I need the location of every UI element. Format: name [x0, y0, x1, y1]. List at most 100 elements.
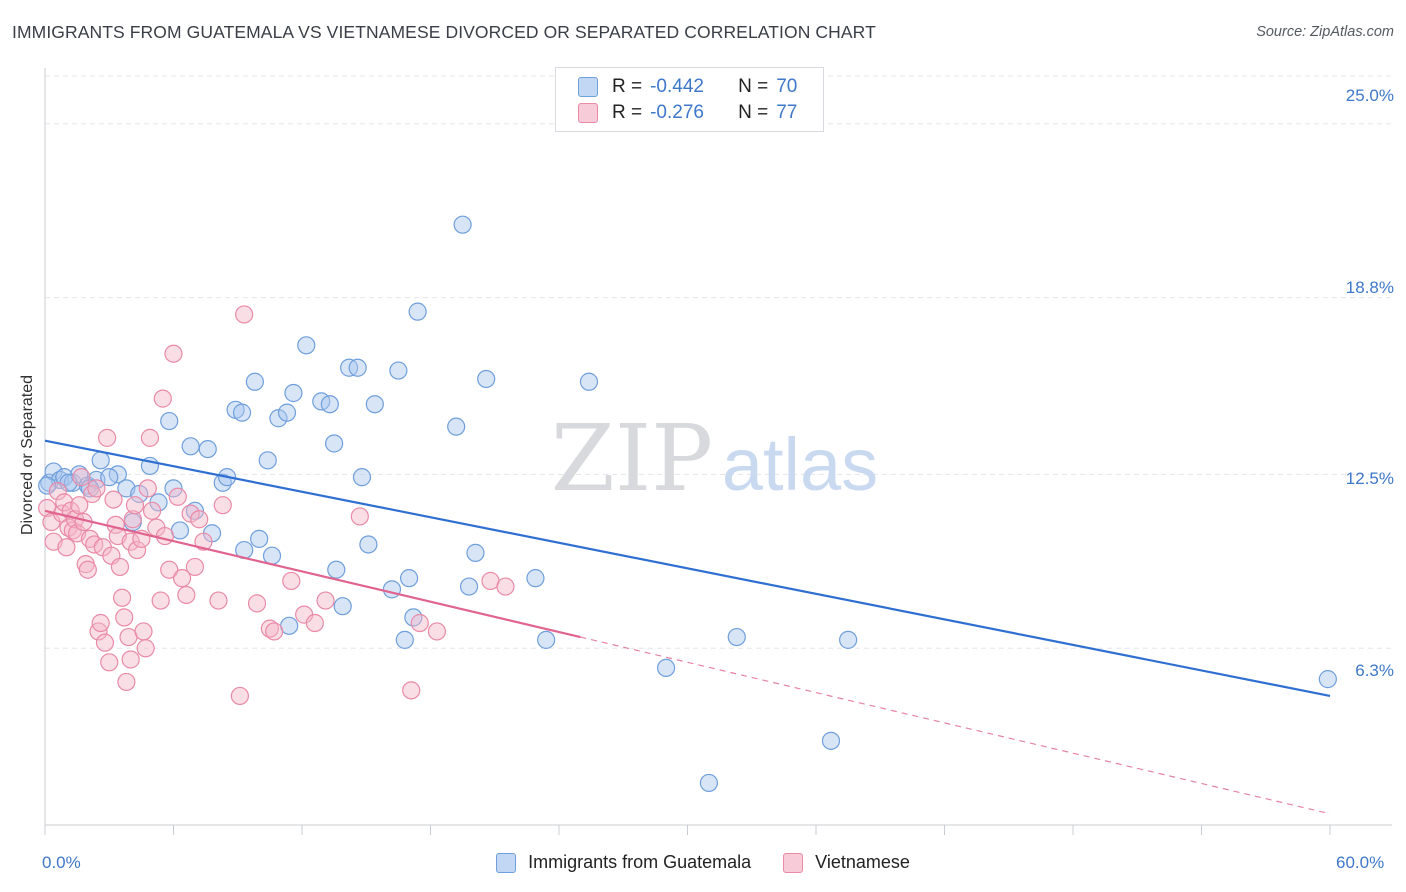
data-point-vietnamese: [87, 479, 106, 498]
data-point-vietnamese: [142, 501, 162, 520]
legend-label: Immigrants from Guatemala: [528, 852, 752, 872]
data-point-guatemala: [258, 451, 277, 470]
data-point-guatemala: [459, 577, 479, 596]
stats-legend-row-guatemala: R = -0.442 N = 70: [578, 76, 815, 98]
data-point-vietnamese: [78, 560, 97, 579]
data-point-vietnamese: [410, 613, 429, 633]
data-point-vietnamese: [104, 490, 123, 509]
data-point-vietnamese: [138, 479, 157, 498]
x-tick-label: 0.0%: [42, 853, 81, 872]
data-point-vietnamese: [123, 510, 142, 529]
data-point-vietnamese: [134, 622, 153, 641]
legend-item-vietnamese[interactable]: Vietnamese: [783, 852, 910, 873]
chart-title: IMMIGRANTS FROM GUATEMALA VS VIETNAMESE …: [12, 22, 876, 42]
data-point-guatemala: [325, 434, 344, 453]
data-point-vietnamese: [155, 526, 175, 546]
data-point-guatemala: [181, 437, 200, 456]
data-point-guatemala: [656, 658, 676, 678]
blue-swatch: [496, 852, 517, 873]
data-point-guatemala: [537, 630, 556, 649]
data-point-vietnamese: [282, 571, 301, 591]
data-point-vietnamese: [172, 569, 192, 588]
data-point-guatemala: [839, 630, 858, 649]
data-point-guatemala: [352, 468, 372, 487]
data-point-guatemala: [399, 569, 419, 588]
data-point-vietnamese: [48, 482, 67, 501]
data-point-guatemala: [164, 479, 183, 498]
data-point-vietnamese: [125, 496, 145, 515]
data-point-vietnamese: [95, 633, 115, 652]
n-label: N =: [738, 76, 769, 97]
data-point-vietnamese: [98, 428, 117, 447]
data-point-vietnamese: [350, 507, 369, 526]
data-point-guatemala: [389, 361, 408, 380]
data-point-guatemala: [579, 372, 599, 391]
stats-legend-row-vietnamese: R = -0.276 N = 77: [578, 102, 815, 124]
data-point-vietnamese: [235, 305, 254, 324]
data-point-guatemala: [250, 529, 269, 548]
data-point-vietnamese: [117, 672, 136, 692]
pink-swatch: [578, 103, 598, 123]
data-point-vietnamese: [213, 496, 232, 515]
data-point-guatemala: [447, 417, 466, 436]
data-point-guatemala: [1318, 670, 1337, 689]
data-point-guatemala: [453, 215, 472, 234]
data-point-guatemala: [395, 630, 414, 649]
data-point-vietnamese: [177, 585, 196, 605]
data-point-vietnamese: [194, 532, 213, 551]
y-tick-label: 25.0%: [1345, 86, 1394, 105]
data-point-guatemala: [477, 369, 496, 389]
watermark-zip: ZIP: [551, 405, 713, 512]
data-point-vietnamese: [57, 538, 76, 557]
data-point-guatemala: [277, 403, 297, 422]
data-point-guatemala: [821, 731, 841, 750]
data-point-vietnamese: [112, 588, 132, 607]
data-point-vietnamese: [70, 496, 89, 515]
data-point-vietnamese: [136, 639, 155, 658]
data-point-vietnamese: [140, 428, 160, 447]
stats-legend: R = -0.442 N = 70 R = -0.276 N = 77: [555, 67, 824, 132]
data-point-guatemala: [100, 468, 119, 487]
data-point-guatemala: [365, 395, 384, 414]
data-point-vietnamese: [190, 510, 209, 529]
legend-label: Vietnamese: [815, 852, 910, 872]
data-point-guatemala: [297, 336, 316, 355]
trend-line-extension-vietnamese: [580, 636, 1331, 815]
data-point-guatemala: [333, 597, 352, 616]
r-label: R =: [612, 76, 643, 97]
data-point-guatemala: [526, 569, 545, 588]
n-value: 77: [776, 102, 798, 123]
data-point-vietnamese: [305, 613, 324, 633]
x-tick-label: 60.0%: [1336, 853, 1385, 872]
data-point-vietnamese: [110, 557, 130, 577]
data-point-guatemala: [38, 476, 57, 495]
data-point-vietnamese: [230, 686, 249, 706]
data-point-guatemala: [699, 773, 719, 793]
data-point-vietnamese: [185, 557, 205, 577]
data-point-guatemala: [284, 383, 303, 403]
data-point-vietnamese: [316, 591, 335, 610]
source-label: Source: ZipAtlas.com: [1256, 24, 1394, 40]
y-tick-label: 12.5%: [1345, 469, 1394, 488]
n-label: N =: [738, 102, 769, 123]
y-tick-label: 6.3%: [1355, 661, 1394, 680]
data-point-vietnamese: [100, 653, 119, 672]
trend-line-guatemala: [44, 439, 1331, 698]
data-point-vietnamese: [496, 577, 515, 596]
data-point-vietnamese: [209, 591, 228, 610]
data-point-guatemala: [727, 627, 746, 647]
pink-swatch: [783, 852, 804, 873]
legend-item-guatemala[interactable]: Immigrants from Guatemala: [496, 852, 751, 873]
data-point-vietnamese: [164, 344, 183, 363]
blue-swatch: [578, 77, 598, 97]
y-axis-label: Divorced or Separated: [19, 374, 36, 536]
data-point-guatemala: [327, 560, 346, 579]
data-point-guatemala: [262, 546, 282, 565]
data-point-vietnamese: [265, 622, 284, 641]
data-point-vietnamese: [168, 487, 187, 506]
r-value: -0.276: [650, 102, 704, 123]
data-point-guatemala: [232, 403, 252, 422]
series-legend: Immigrants from Guatemala Vietnamese: [0, 852, 1406, 873]
y-tick-label: 18.8%: [1345, 278, 1394, 297]
